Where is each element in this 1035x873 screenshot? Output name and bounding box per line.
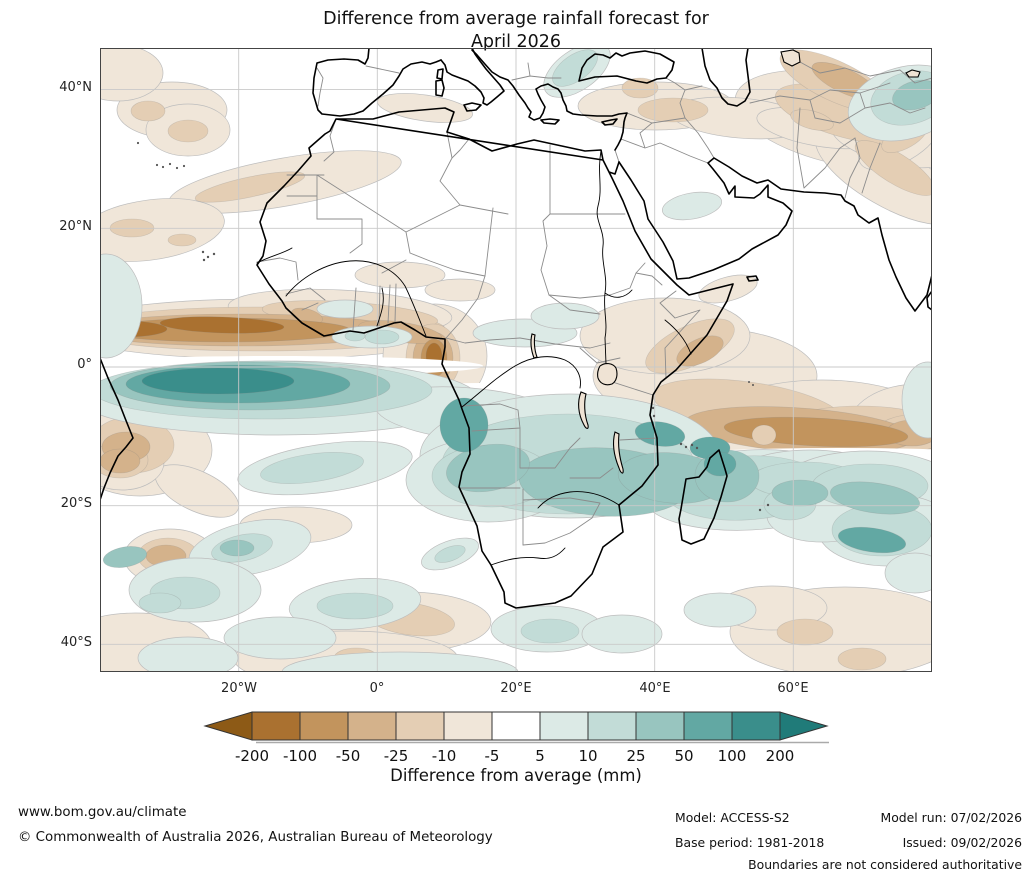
madagascar-coastline (678, 449, 728, 545)
colorbar-tick-labels: -200 -100 -50 -25 -10 -5 5 10 25 50 100 … (235, 747, 794, 765)
colorbar-band (731, 711, 781, 741)
footer-base-period: Base period: 1981-2018 (675, 835, 825, 850)
forecast-map (100, 48, 932, 672)
colorbar-band (539, 711, 589, 741)
country-borders (256, 61, 932, 546)
south-america-coastline (100, 357, 134, 501)
y-tick-20s: 20°S (60, 496, 92, 511)
lakes (530, 49, 921, 474)
colorbar-band (491, 711, 541, 741)
chart-title-line1: Difference from average rainfall forecas… (323, 9, 709, 29)
colorbar-arrow-high (779, 711, 829, 741)
colorbar-band (587, 711, 637, 741)
africa-coastline (256, 107, 734, 609)
chart-title: Difference from average rainfall forecas… (100, 8, 932, 54)
colorbar-tick-label: -50 (336, 747, 361, 765)
rivers (256, 150, 692, 566)
colorbar-band (299, 711, 349, 741)
italy-coastline (440, 48, 505, 106)
x-tick-20e: 20°E (500, 681, 532, 696)
footer-copyright: © Commonwealth of Australia 2026, Austra… (18, 830, 493, 845)
y-tick-40n: 40°N (59, 80, 92, 95)
colorbar-band (443, 711, 493, 741)
colorbar-tick-label: 100 (718, 747, 747, 765)
y-tick-20n: 20°N (59, 219, 92, 234)
colorbar-caption: Difference from average (mm) (390, 766, 642, 785)
x-tick-20w: 20°W (221, 681, 257, 696)
colorbar-tick-label: 200 (766, 747, 795, 765)
arabia-asia-coastline (618, 157, 932, 312)
colorbar-band (251, 711, 301, 741)
colorbar: -200 -100 -50 -25 -10 -5 5 10 25 50 100 … (203, 711, 829, 765)
colorbar-tick-label: -200 (235, 747, 269, 765)
colorbar-tick-label: 25 (626, 747, 645, 765)
colorbar-bands (251, 711, 781, 741)
x-tick-40e: 40°E (639, 681, 671, 696)
colorbar-tick-label: -25 (384, 747, 409, 765)
colorbar-tick-label: -10 (432, 747, 457, 765)
footer-issued: Issued: 09/02/2026 (902, 835, 1022, 850)
footer-model-run: Model run: 07/02/2026 (880, 810, 1022, 825)
footer-website: www.bom.gov.au/climate (18, 805, 187, 820)
y-tick-0: 0° (77, 357, 92, 372)
x-tick-0: 0° (369, 681, 385, 696)
colorbar-band (395, 711, 445, 741)
footer-model: Model: ACCESS-S2 (675, 810, 790, 825)
colorbar-band (683, 711, 733, 741)
y-tick-40s: 40°S (60, 635, 92, 650)
colorbar-tick-label: 5 (535, 747, 545, 765)
colorbar-arrow-low (203, 711, 253, 741)
footer-disclaimer: Boundaries are not considered authoritat… (748, 857, 1022, 872)
balkans-greece-turkey-coastline (471, 49, 628, 151)
colorbar-tick-label: 50 (674, 747, 693, 765)
black-sea-coastline (578, 50, 675, 84)
colorbar-tick-label: -100 (283, 747, 317, 765)
colorbar-band (347, 711, 397, 741)
map-frame (100, 48, 932, 672)
colorbar-band (635, 711, 685, 741)
x-tick-60e: 60°E (777, 681, 809, 696)
positive-anomaly-contours (100, 48, 932, 672)
colorbar-tick-label: 10 (578, 747, 597, 765)
colorbar-tick-label: -5 (485, 747, 500, 765)
europe-coastline (312, 48, 442, 117)
chart-title-line2: April 2026 (470, 32, 562, 52)
coastlines (100, 48, 932, 609)
caspian-sea-coastline (701, 48, 751, 107)
island-markers (136, 141, 770, 512)
